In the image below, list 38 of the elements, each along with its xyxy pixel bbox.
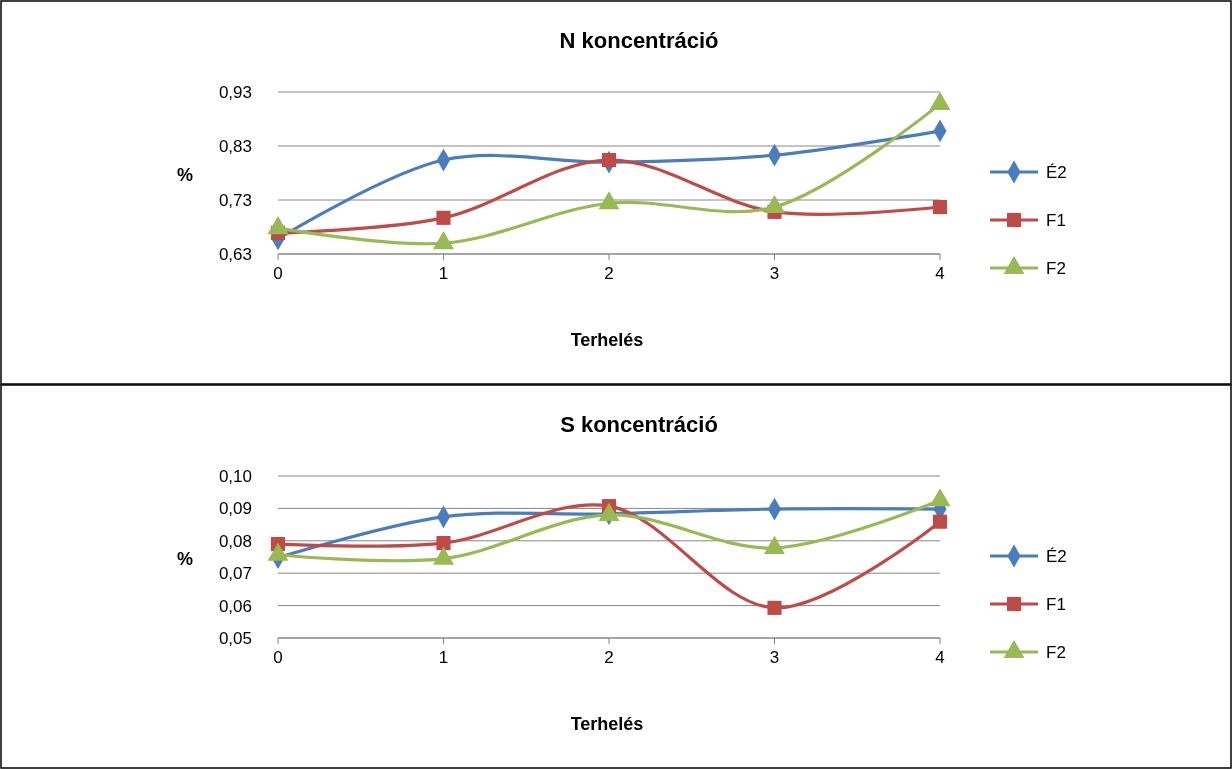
- y-tick-label: 0,83: [218, 137, 252, 156]
- y-tick-label: 0,93: [218, 83, 252, 102]
- point: [436, 210, 451, 225]
- x-tick-label: 2: [604, 648, 614, 667]
- y-tick-label: 0,09: [218, 499, 252, 519]
- x-tick-label: 0: [273, 648, 283, 667]
- y-axis-title: %: [176, 165, 194, 185]
- y-tick-label: 0,63: [218, 245, 252, 264]
- y-tick-label: 0,08: [218, 531, 252, 551]
- y-tick-label: 0,73: [218, 191, 252, 210]
- legend-label: É2: [1046, 163, 1067, 182]
- x-tick-label: 4: [935, 264, 945, 283]
- point: [436, 536, 451, 551]
- legend-label: F1: [1046, 211, 1066, 230]
- x-tick-label: 3: [769, 648, 780, 667]
- x-tick-label: 0: [273, 264, 283, 283]
- x-axis-title: Terhelés: [570, 330, 644, 350]
- legend-label: F2: [1046, 259, 1066, 278]
- x-tick-label: 3: [769, 264, 780, 283]
- chart-title: N koncentráció: [559, 28, 719, 53]
- point: [932, 199, 948, 215]
- y-tick-label: 0,07: [218, 564, 252, 584]
- x-tick-label: 1: [438, 648, 449, 667]
- legend-label: F2: [1046, 643, 1066, 662]
- y-tick-label: 0,05: [218, 629, 252, 648]
- legend-label: É2: [1046, 547, 1067, 566]
- x-tick-label: 1: [438, 264, 449, 283]
- point: [767, 600, 782, 615]
- x-axis-title: Terhelés: [570, 714, 644, 734]
- y-tick-label: 0,06: [218, 596, 252, 616]
- x-tick-label: 2: [604, 264, 614, 283]
- chart-title: S koncentráció: [560, 412, 718, 437]
- legend-label: F1: [1046, 595, 1066, 614]
- point: [601, 152, 617, 168]
- x-tick-label: 4: [935, 648, 945, 667]
- y-tick-label: 0,10: [218, 467, 252, 486]
- point: [932, 514, 948, 529]
- y-axis-title: %: [176, 549, 194, 569]
